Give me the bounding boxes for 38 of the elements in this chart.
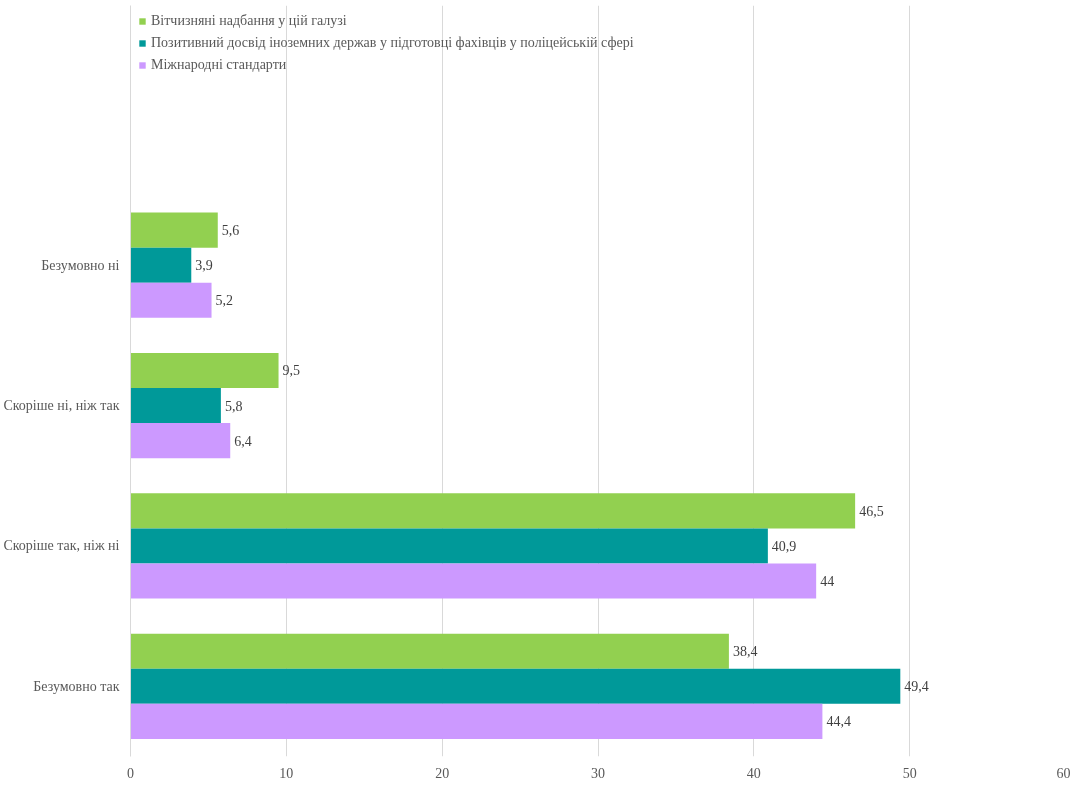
bar — [130, 493, 856, 529]
data-label: 5,2 — [215, 293, 234, 309]
y-tick-label: Безумовно так — [33, 678, 120, 694]
y-tick-label: Скоріше так, ніж ні — [3, 538, 120, 554]
bar — [130, 703, 823, 739]
bar — [130, 633, 729, 669]
bar — [130, 423, 231, 459]
data-label: 5,8 — [224, 398, 243, 414]
bar — [130, 282, 212, 318]
bar — [130, 388, 221, 424]
data-label: 44,4 — [826, 714, 851, 730]
bar — [130, 528, 768, 564]
data-label: 38,4 — [732, 644, 758, 660]
y-tick-label: Скоріше ні, ніж так — [3, 398, 120, 414]
data-label: 3,9 — [195, 258, 213, 274]
legend-label: Міжнародні стандарти — [151, 57, 287, 73]
x-tick-label: 40 — [746, 765, 761, 781]
data-label: 5,6 — [221, 223, 240, 239]
data-label: 49,4 — [904, 679, 929, 695]
data-label: 6,4 — [234, 433, 252, 449]
legend-label: Вітчизняні надбання у цій галузі — [151, 13, 347, 29]
x-tick-label: 30 — [591, 765, 605, 781]
x-tick-label: 20 — [435, 765, 450, 781]
data-label: 46,5 — [859, 503, 884, 519]
bar — [130, 212, 218, 248]
bar — [130, 247, 192, 283]
x-tick-label: 50 — [902, 765, 917, 781]
data-label: 44 — [820, 574, 835, 590]
y-tick-label: Безумовно ні — [41, 257, 120, 273]
bar — [130, 352, 279, 389]
bar — [130, 563, 817, 599]
data-label: 9,5 — [282, 363, 301, 379]
bar — [130, 668, 901, 704]
legend-label: Позитивний досвід іноземних держав у підготовці фахівців у поліцейській сфері — [151, 35, 634, 51]
data-label: 40,9 — [771, 538, 797, 554]
x-tick-label: 10 — [279, 765, 294, 781]
x-tick-label: 60 — [1056, 765, 1071, 781]
x-tick-label: 0 — [127, 765, 134, 781]
